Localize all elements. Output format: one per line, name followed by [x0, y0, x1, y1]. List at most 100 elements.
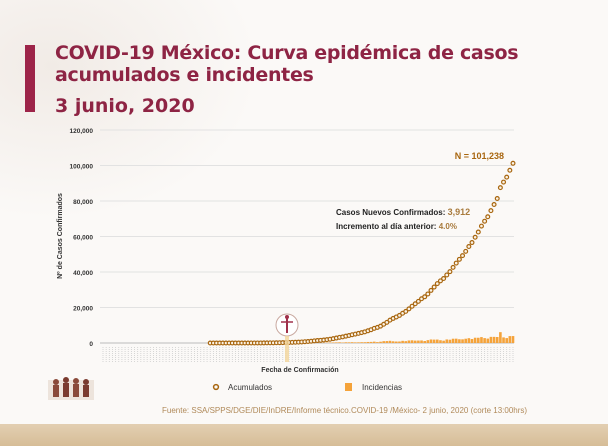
y-axis-label: Nº de Casos Confirmados [57, 193, 64, 279]
incidencias-bar [448, 339, 452, 343]
y-tick-label: 100,000 [70, 164, 94, 171]
virus-illustration-icon [275, 313, 299, 362]
incidencias-bar [442, 340, 445, 343]
incidencias-bar [391, 341, 395, 343]
incidencias-bar [470, 339, 474, 343]
incidencias-bar [477, 337, 480, 343]
acumulados-point [510, 160, 516, 166]
slide-title: COVID-19 México: Curva epidémica de caso… [55, 42, 519, 86]
government-logo-icon [48, 377, 94, 400]
acumulados-point [453, 260, 459, 266]
acumulados-point [422, 294, 428, 300]
incidencias-bar [344, 342, 348, 343]
incidencias-bar [439, 340, 442, 343]
increase-annotation: Incremento al día anterior: 4.0% [336, 222, 457, 231]
acumulados-point [384, 319, 390, 325]
incidencias-bar [407, 340, 411, 343]
acumulados-point [460, 253, 466, 259]
incidencias-bar [410, 340, 414, 343]
acumulados-point [507, 167, 513, 173]
incidencias-bar [395, 341, 398, 343]
y-tick-label: 0 [89, 341, 93, 348]
incidencias-bar [379, 341, 382, 343]
acumulados-point [428, 287, 434, 293]
incidencias-bar [464, 338, 467, 343]
acumulados-point [437, 278, 443, 284]
legend-incidencias-label: Incidencias [362, 383, 402, 392]
incidencias-bar [432, 339, 436, 343]
incidencias-bar [347, 342, 351, 343]
incidencias-bar [454, 338, 458, 343]
incidencias-bar [363, 342, 367, 343]
acumulados-point [431, 284, 437, 290]
footer-band [0, 424, 608, 446]
acumulados-point [469, 240, 475, 246]
y-tick-label: 20,000 [73, 306, 93, 313]
incidencias-bar [461, 339, 464, 343]
acumulados-point [466, 244, 472, 250]
incidencias-bar [499, 332, 502, 343]
incidencias-bar [502, 337, 505, 343]
incidencias-bar [350, 342, 354, 343]
incidencias-bar [489, 336, 493, 343]
incidencias-bar [508, 336, 512, 343]
incidencias-bar [331, 342, 335, 343]
incidencias-bar [357, 342, 360, 343]
acumulados-point [482, 218, 488, 224]
acumulados-point [478, 223, 484, 229]
incidencias-bar [486, 338, 490, 343]
acumulados-point [409, 303, 415, 309]
incidencias-bar [335, 342, 338, 343]
incidencias-bar [398, 341, 401, 343]
acumulados-point [497, 185, 503, 191]
incidencias-bar [388, 340, 392, 343]
acumulados-point [504, 174, 510, 180]
acumulados-point [447, 269, 453, 275]
acumulados-point [396, 312, 402, 318]
incidencias-bar [458, 339, 461, 343]
acumulados-point [501, 179, 507, 185]
incidencias-bar [451, 338, 455, 343]
incidencias-bar [445, 339, 449, 343]
acumulados-point [488, 208, 494, 214]
incidencias-bar [417, 340, 420, 343]
legend-acumulados-label: Acumulados [228, 383, 272, 392]
incidencias-bar [492, 336, 496, 343]
y-tick-label: 60,000 [73, 235, 93, 242]
background-decoration [0, 0, 260, 220]
incidencias-bar [436, 339, 439, 343]
incidencias-bar [426, 340, 430, 343]
legend-incidencias-marker [345, 383, 352, 391]
acumulados-point [475, 229, 481, 235]
incidencias-bar [382, 341, 385, 343]
increase-label: Incremento al día anterior: [336, 222, 436, 231]
source-note: Fuente: SSA/SPPS/DGE/DIE/InDRE/Informe t… [162, 406, 528, 415]
incidencias-bar [401, 340, 404, 343]
incidencias-bar [473, 337, 477, 343]
incidencias-bar [423, 341, 426, 343]
incidencias-bar [369, 341, 373, 343]
new-cases-annotation: Casos Nuevos Confirmados: 3,912 [336, 207, 470, 217]
incidencias-bar [495, 337, 499, 343]
y-tick-label: 120,000 [70, 128, 94, 135]
incidencias-bar [376, 342, 379, 343]
acumulados-point [403, 308, 409, 314]
incidencias-bar [372, 341, 376, 343]
total-annotation: N = 101,238 [455, 151, 504, 161]
y-tick-label: 40,000 [73, 270, 93, 277]
acumulados-point [415, 298, 421, 304]
acumulados-point [444, 272, 450, 278]
incidencias-bar [366, 341, 370, 343]
acumulados-point [494, 196, 500, 202]
acumulados-point [463, 248, 469, 254]
slide-date: 3 junio, 2020 [55, 95, 195, 117]
acumulados-point [412, 301, 418, 307]
title-accent-bar [25, 45, 35, 112]
new-cases-value: 3,912 [448, 207, 471, 217]
legend: Acumulados Incidencias [212, 383, 402, 392]
new-cases-label: Casos Nuevos Confirmados: [336, 208, 445, 217]
incidencias-bar [480, 337, 483, 343]
incidencias-bar [404, 341, 408, 343]
incidencias-bar [467, 338, 471, 343]
